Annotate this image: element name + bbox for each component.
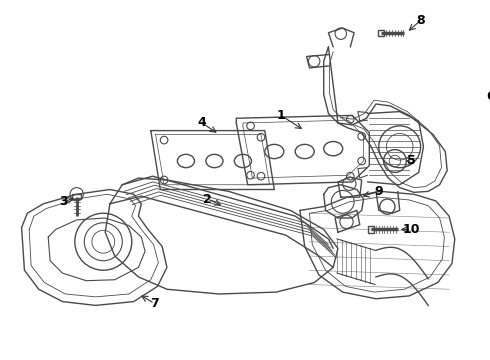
- Text: 5: 5: [407, 154, 416, 167]
- Bar: [72, 194, 81, 199]
- Text: 7: 7: [150, 297, 159, 310]
- Text: 3: 3: [59, 195, 68, 208]
- Text: 9: 9: [374, 185, 383, 198]
- Text: 10: 10: [402, 223, 420, 236]
- Bar: [368, 226, 374, 233]
- Text: 4: 4: [198, 117, 206, 130]
- Bar: [378, 30, 384, 36]
- Text: 2: 2: [203, 193, 212, 206]
- Text: 6: 6: [487, 90, 490, 103]
- Text: 1: 1: [276, 109, 285, 122]
- Text: 8: 8: [416, 14, 425, 27]
